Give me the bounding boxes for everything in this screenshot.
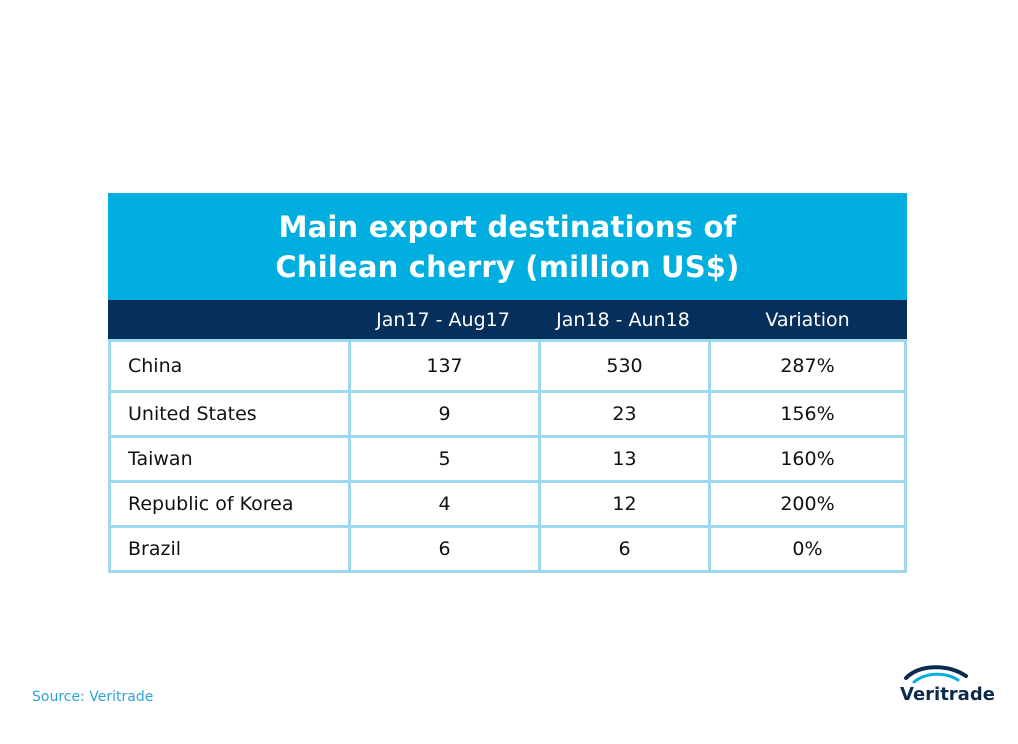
cell-variation: 0%	[708, 528, 904, 570]
cell-2017: 5	[348, 438, 538, 480]
table-title-line-1: Main export destinations of	[278, 209, 737, 244]
cell-2018: 13	[538, 438, 708, 480]
header-cell-2017: Jan17 - Aug17	[376, 308, 510, 331]
header-cell-2018: Jan18 - Aun18	[556, 308, 690, 331]
cell-2018: 530	[538, 342, 708, 390]
table-title-band: Main export destinations of Chilean cher…	[108, 193, 907, 300]
cell-country: Republic of Korea	[128, 493, 294, 515]
source-note: Source: Veritrade	[32, 689, 154, 705]
cell-country: United States	[128, 403, 257, 425]
veritrade-logo: Veritrade	[900, 662, 995, 712]
logo-text: Veritrade	[900, 684, 995, 705]
table-title-line-2: Chilean cherry (million US$)	[275, 249, 740, 284]
header-cell-country	[108, 300, 348, 339]
cell-variation: 156%	[708, 393, 904, 435]
data-table: Main export destinations of Chilean cher…	[108, 193, 907, 573]
cell-2017: 6	[348, 528, 538, 570]
cell-2017: 137	[348, 342, 538, 390]
table-row: United States 9 23 156%	[111, 390, 904, 435]
cell-country: China	[128, 355, 183, 377]
cell-variation: 287%	[708, 342, 904, 390]
table-row: China 137 530 287%	[111, 342, 904, 390]
table-row: Brazil 6 6 0%	[111, 525, 904, 570]
cell-2017: 9	[348, 393, 538, 435]
cell-variation: 160%	[708, 438, 904, 480]
header-cell-variation: Variation	[765, 308, 850, 331]
veritrade-arc-logo-icon	[904, 665, 968, 684]
table-body: China 137 530 287% United States 9 23 15…	[108, 339, 907, 573]
cell-2018: 23	[538, 393, 708, 435]
cell-country: Taiwan	[128, 448, 193, 470]
cell-variation: 200%	[708, 483, 904, 525]
cell-2018: 6	[538, 528, 708, 570]
cell-2018: 12	[538, 483, 708, 525]
table-title: Main export destinations of Chilean cher…	[275, 207, 739, 287]
table-row: Republic of Korea 4 12 200%	[111, 480, 904, 525]
cell-country: Brazil	[128, 538, 182, 560]
table-header-row: Jan17 - Aug17 Jan18 - Aun18 Variation	[108, 300, 907, 339]
cell-2017: 4	[348, 483, 538, 525]
table-row: Taiwan 5 13 160%	[111, 435, 904, 480]
